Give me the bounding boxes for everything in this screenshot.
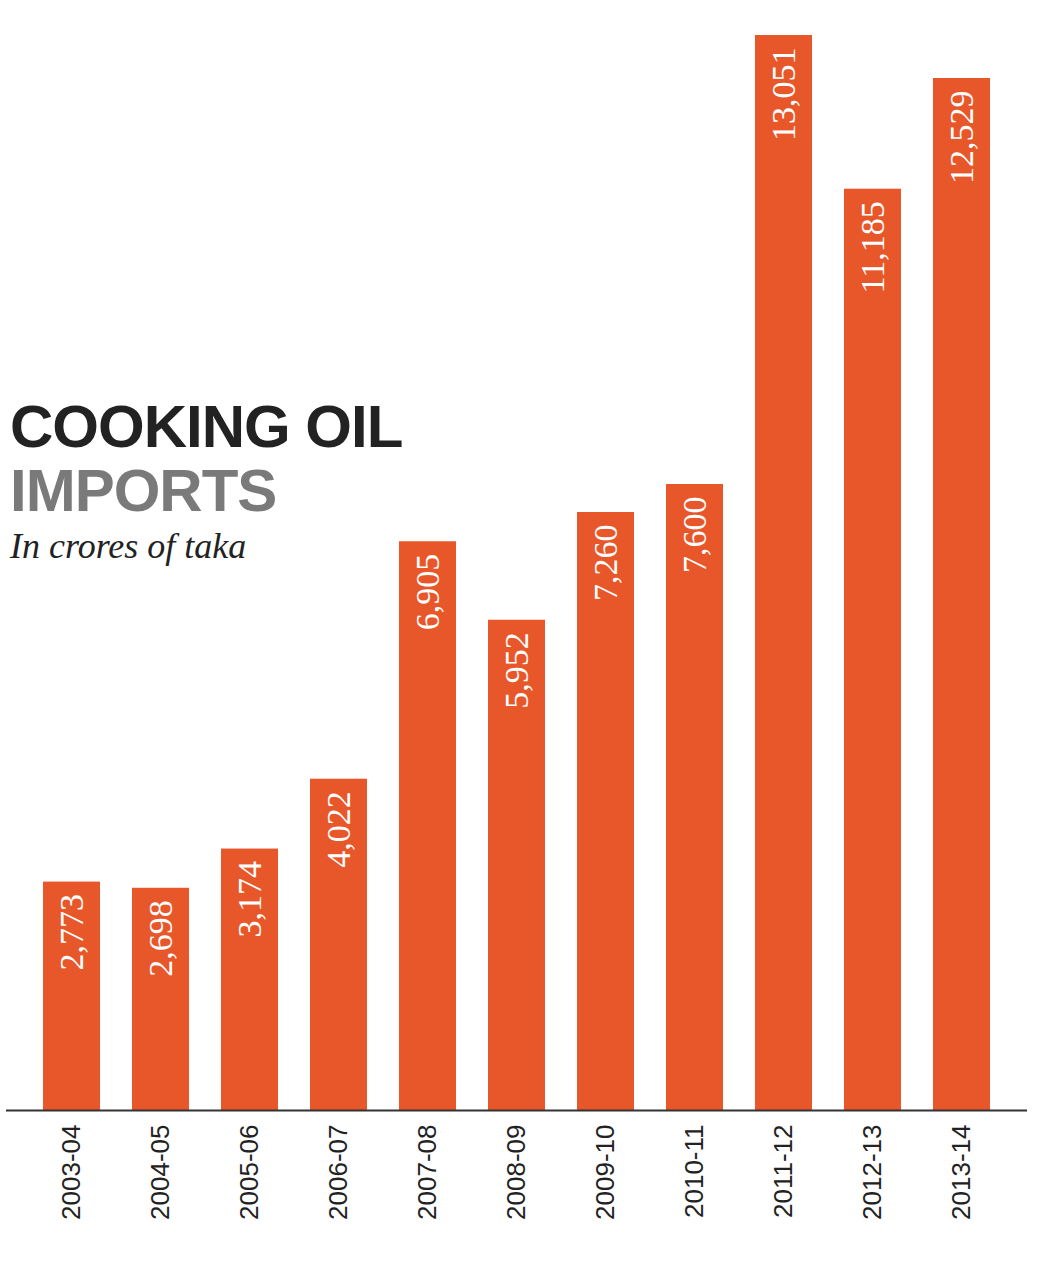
svg-text:7,600: 7,600 xyxy=(676,496,713,573)
svg-text:5,952: 5,952 xyxy=(498,632,535,709)
svg-text:13,051: 13,051 xyxy=(765,48,802,142)
svg-text:4,022: 4,022 xyxy=(320,791,357,868)
svg-text:2007-08: 2007-08 xyxy=(412,1125,442,1220)
svg-text:2006-07: 2006-07 xyxy=(323,1125,353,1220)
svg-text:2009-10: 2009-10 xyxy=(590,1125,620,1220)
svg-text:2003-04: 2003-04 xyxy=(56,1125,86,1220)
svg-text:2005-06: 2005-06 xyxy=(234,1125,264,1220)
svg-text:2010-11: 2010-11 xyxy=(679,1125,709,1219)
html-text:COOKING OIL: COOKING OIL xyxy=(10,393,403,460)
svg-text:12,529: 12,529 xyxy=(943,90,980,184)
svg-text:2004-05: 2004-05 xyxy=(145,1125,175,1220)
html-text:In crores of taka: In crores of taka xyxy=(10,526,247,566)
html-text:IMPORTS: IMPORTS xyxy=(10,457,277,524)
svg-text:2,698: 2,698 xyxy=(142,900,179,977)
svg-text:2013-14: 2013-14 xyxy=(946,1125,976,1220)
svg-text:7,260: 7,260 xyxy=(587,524,624,601)
svg-text:2012-13: 2012-13 xyxy=(857,1125,887,1220)
svg-text:2011-12: 2011-12 xyxy=(768,1125,798,1219)
svg-text:6,905: 6,905 xyxy=(409,554,446,631)
svg-text:2,773: 2,773 xyxy=(53,894,90,971)
svg-text:3,174: 3,174 xyxy=(231,861,268,938)
svg-text:2008-09: 2008-09 xyxy=(501,1125,531,1220)
svg-text:11,185: 11,185 xyxy=(854,201,891,293)
